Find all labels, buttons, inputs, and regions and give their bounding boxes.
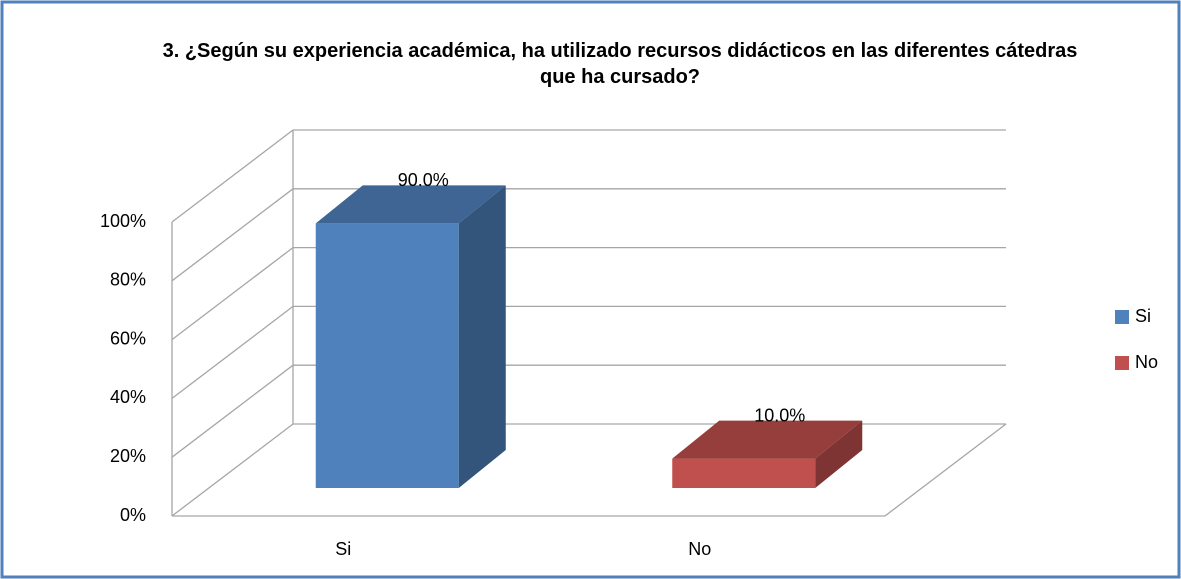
grid-line (171, 305, 294, 399)
legend-label: No (1135, 352, 1158, 372)
x-tick-label: No (688, 539, 711, 559)
y-tick-label: 20% (110, 446, 146, 466)
legend-label: Si (1135, 306, 1151, 326)
y-tick-label: 60% (110, 328, 146, 348)
data-label: 10.0% (754, 405, 805, 425)
data-label: 90.0% (398, 170, 449, 190)
legend-swatch (1115, 310, 1129, 324)
bar-side (458, 185, 506, 488)
grid-line (171, 364, 294, 458)
bar-top (672, 420, 863, 459)
y-tick-label: 100% (100, 211, 146, 231)
grid-line (171, 247, 294, 341)
grid-line (171, 423, 294, 517)
x-tick-label: Si (335, 539, 351, 559)
grid-line (171, 129, 294, 223)
bar-top (315, 185, 506, 224)
legend-swatch (1115, 356, 1129, 370)
y-tick-label: 40% (110, 387, 146, 407)
grid-line (171, 188, 294, 282)
y-tick-label: 0% (120, 505, 146, 525)
bar-front (315, 223, 459, 488)
bar-front (672, 458, 816, 488)
floor-right (884, 423, 1007, 517)
chart-title: 3. ¿Según su experiencia académica, ha u… (162, 40, 1078, 88)
y-tick-label: 80% (110, 270, 146, 290)
bar-side (815, 420, 863, 488)
